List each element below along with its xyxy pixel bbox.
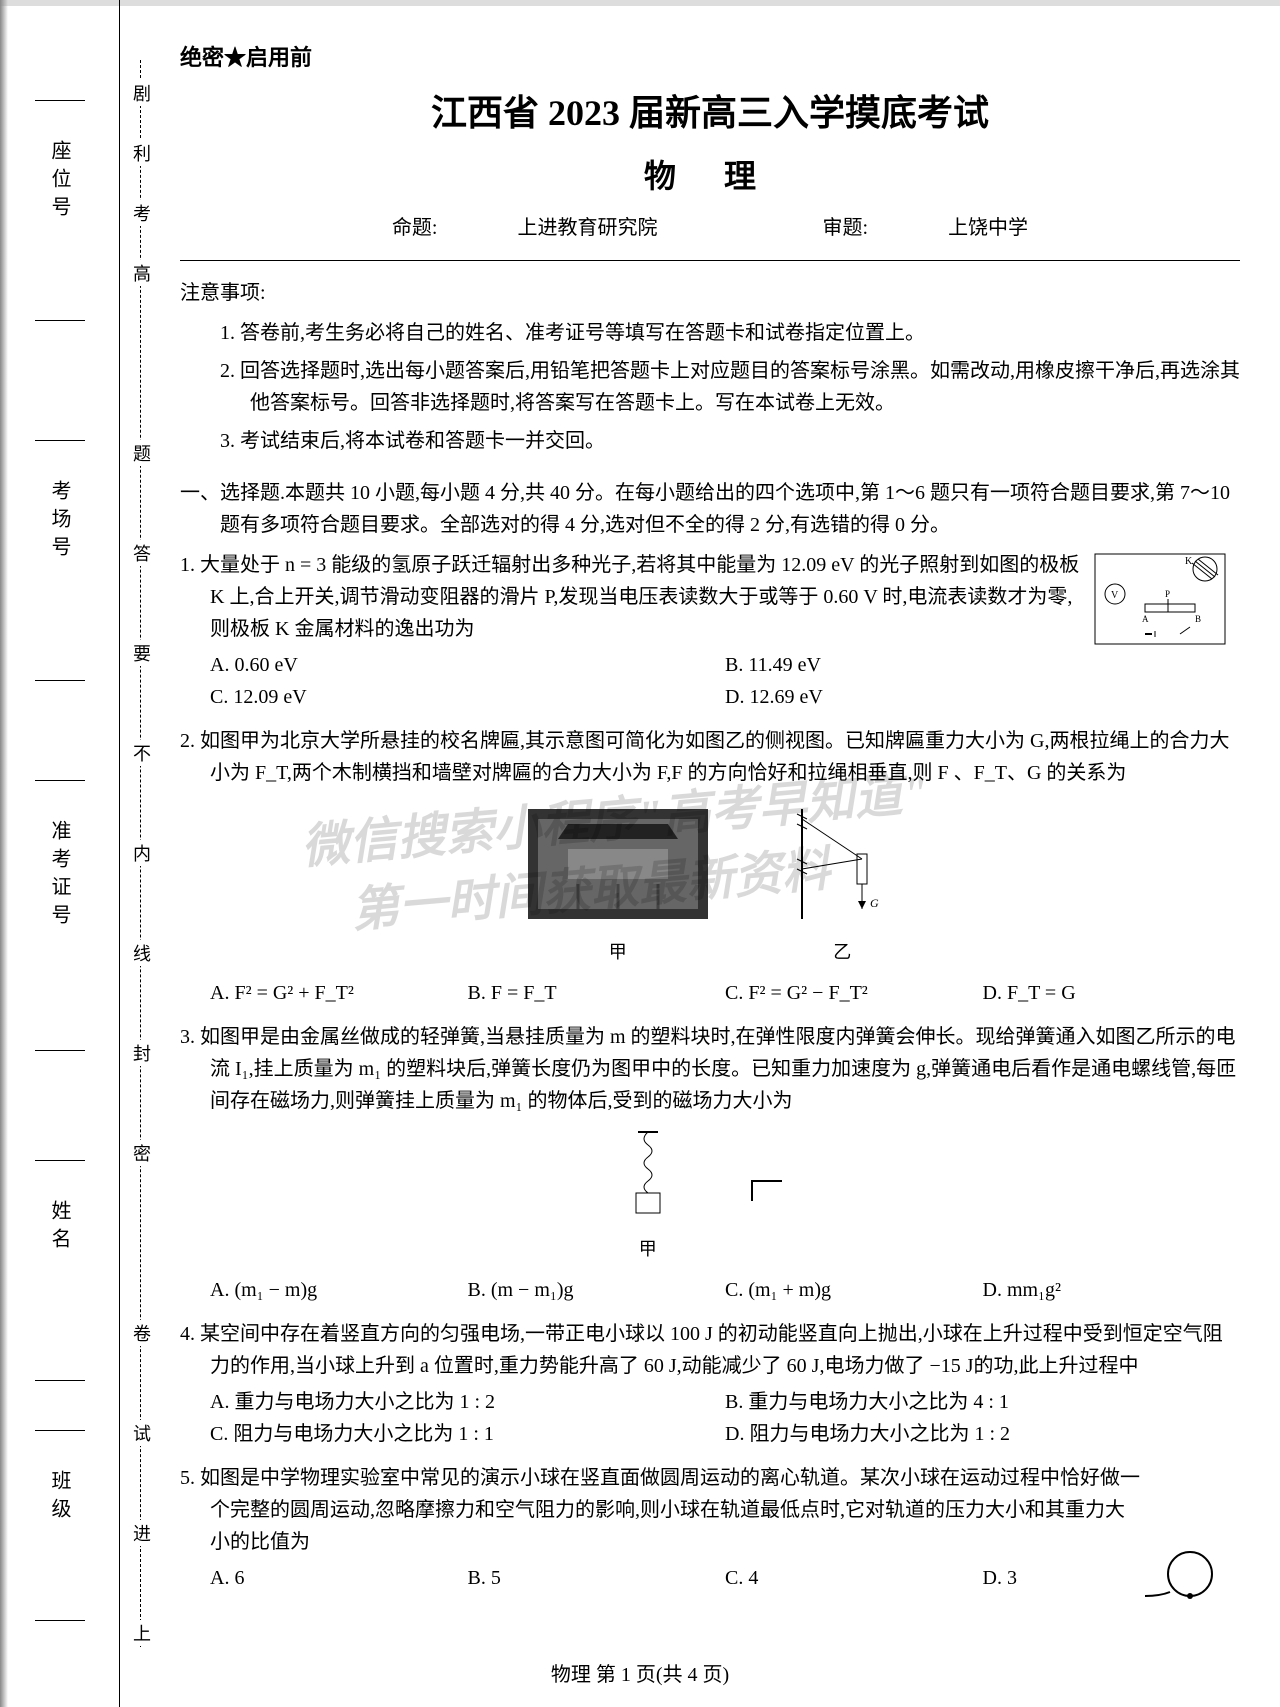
dash-char: 题	[128, 440, 154, 466]
fill-line	[35, 680, 85, 681]
option-a: A. 0.60 eV	[210, 649, 725, 681]
fill-line	[35, 780, 85, 781]
question-1: 1. 大量处于 n = 3 能级的氢原子跃迁辐射出多种光子,若将其中能量为 12…	[180, 549, 1240, 713]
dash-char: 进	[128, 1520, 154, 1546]
dash-char: 内	[128, 840, 154, 866]
page-footer: 物理 第 1 页(共 4 页)	[551, 1658, 729, 1687]
fill-line	[35, 320, 85, 321]
fill-line	[35, 1430, 85, 1431]
option-a: A. F² = G² + F_T²	[210, 977, 468, 1009]
option-b: B. (m − m₁)g	[468, 1274, 726, 1306]
dash-char: 剧	[128, 80, 154, 106]
subject-title: 物 理	[180, 151, 1240, 202]
q1-text: 1. 大量处于 n = 3 能级的氢原子跃迁辐射出多种光子,若将其中能量为 12…	[180, 549, 1240, 645]
section-title: 一、选择题.本题共 10 小题,每小题 4 分,共 40 分。在每小题给出的四个…	[180, 477, 1240, 541]
dash-char: 卷	[128, 1320, 154, 1346]
dash-char: 答	[128, 540, 154, 566]
question-5: 5. 如图是中学物理实验室中常见的演示小球在竖直面做圆周运动的离心轨道。某次小球…	[180, 1462, 1240, 1594]
spring-figure: 甲	[618, 1127, 678, 1265]
option-b: B. 5	[468, 1562, 726, 1594]
option-c: C. 阻力与电场力大小之比为 1 : 1	[210, 1418, 725, 1450]
dash-char: 考	[128, 200, 154, 226]
svg-text:K: K	[1185, 556, 1193, 567]
q1-options: A. 0.60 eV B. 11.49 eV C. 12.09 eV D. 12…	[210, 649, 1240, 713]
id-label: 准考证号	[45, 820, 74, 932]
option-c: C. 4	[725, 1562, 983, 1594]
dash-char: 利	[128, 140, 154, 166]
svg-text:G: G	[870, 896, 879, 910]
option-a: A. 6	[210, 1562, 468, 1594]
option-c: C. 12.09 eV	[210, 681, 725, 713]
option-c: C. (m₁ + m)g	[725, 1274, 983, 1306]
dash-char: 密	[128, 1140, 154, 1166]
notice-item: 3. 考试结束后,将本试卷和答题卡一并交回。	[220, 425, 1240, 457]
fill-line	[35, 100, 85, 101]
option-d: D. 12.69 eV	[725, 681, 1240, 713]
option-b: B. 11.49 eV	[725, 649, 1240, 681]
option-b: B. 重力与电场力大小之比为 4 : 1	[725, 1386, 1240, 1418]
room-label: 考场号	[45, 480, 74, 564]
q3-options: A. (m₁ − m)g B. (m − m₁)g C. (m₁ + m)g D…	[210, 1274, 1240, 1306]
notice-item: 2. 回答选择题时,选出每小题答案后,用铅笔把答题卡上对应题目的答案标号涂黑。如…	[220, 355, 1240, 419]
name-label: 姓名	[45, 1200, 74, 1256]
svg-text:P: P	[1165, 589, 1170, 599]
fill-line	[35, 440, 85, 441]
q4-text: 4. 某空间中存在着竖直方向的匀强电场,一带正电小球以 100 J 的初动能竖直…	[180, 1318, 1240, 1382]
dash-char: 不	[128, 740, 154, 766]
notice-title: 注意事项:	[180, 277, 1240, 309]
info-line: 命题:上进教育研究院 审题:上饶中学	[180, 212, 1240, 244]
fill-line	[35, 1620, 85, 1621]
dash-char: 上	[128, 1620, 154, 1646]
option-a: A. (m₁ − m)g	[210, 1274, 468, 1306]
figure-jia: 甲	[518, 799, 718, 967]
question-3: 3. 如图甲是由金属丝做成的轻弹簧,当悬挂质量为 m 的塑料块时,在弹性限度内弹…	[180, 1021, 1240, 1307]
option-b: B. F = F_T	[468, 977, 726, 1009]
content-area: 绝密★启用前 江西省 2023 届新高三入学摸底考试 物 理 命题:上进教育研究…	[160, 0, 1280, 1707]
q5-text: 5. 如图是中学物理实验室中常见的演示小球在竖直面做圆周运动的离心轨道。某次小球…	[180, 1462, 1240, 1558]
option-d: D. mm₁g²	[983, 1274, 1241, 1306]
q2-text: 2. 如图甲为北京大学所悬挂的校名牌匾,其示意图可简化为如图乙的侧视图。已知牌匾…	[180, 725, 1240, 789]
reviewer: 审题:上饶中学	[783, 217, 1069, 239]
bracket-figure	[742, 1171, 802, 1220]
binding-margin: 座位号 考场号 准考证号 姓名 班级	[0, 0, 120, 1707]
option-a: A. 重力与电场力大小之比为 1 : 2	[210, 1386, 725, 1418]
dash-char: 高	[128, 260, 154, 286]
dash-char: 试	[128, 1420, 154, 1446]
option-d: D. F_T = G	[983, 977, 1241, 1009]
composer: 命题:上进教育研究院	[352, 217, 698, 239]
fill-line	[35, 1160, 85, 1161]
dash-char: 封	[128, 1040, 154, 1066]
svg-text:A: A	[1142, 614, 1149, 624]
question-4: 4. 某空间中存在着竖直方向的匀强电场,一带正电小球以 100 J 的初动能竖直…	[180, 1318, 1240, 1450]
svg-text:B: B	[1195, 614, 1201, 624]
q2-options: A. F² = G² + F_T² B. F = F_T C. F² = G² …	[210, 977, 1240, 1009]
seal-line-column: 剧 利 考 高 题 答 要 不 内 线 封 密 卷 试 进 上	[120, 0, 160, 1707]
q2-figures: 甲 G 乙	[180, 799, 1240, 967]
option-d: D. 阻力与电场力大小之比为 1 : 2	[725, 1418, 1240, 1450]
seat-label: 座位号	[45, 140, 74, 224]
dash-char: 线	[128, 940, 154, 966]
dash-char: 要	[128, 640, 154, 666]
exam-page: 座位号 考场号 准考证号 姓名 班级 剧 利 考 高 题 答 要 不 内 线 封…	[0, 0, 1280, 1707]
loop-track-icon	[1140, 1544, 1220, 1604]
confidential-label: 绝密★启用前	[180, 40, 1240, 75]
svg-text:V: V	[1111, 590, 1119, 601]
question-2: 2. 如图甲为北京大学所悬挂的校名牌匾,其示意图可简化为如图乙的侧视图。已知牌匾…	[180, 725, 1240, 1009]
notice-item: 1. 答卷前,考生务必将自己的姓名、准考证号等填写在答题卡和试卷指定位置上。	[220, 317, 1240, 349]
q4-options: A. 重力与电场力大小之比为 1 : 2 B. 重力与电场力大小之比为 4 : …	[210, 1386, 1240, 1450]
class-label: 班级	[45, 1470, 74, 1526]
fill-line	[35, 1380, 85, 1381]
option-c: C. F² = G² − F_T²	[725, 977, 983, 1009]
q3-text: 3. 如图甲是由金属丝做成的轻弹簧,当悬挂质量为 m 的塑料块时,在弹性限度内弹…	[180, 1021, 1240, 1117]
q5-options: A. 6 B. 5 C. 4 D. 3	[210, 1562, 1240, 1594]
circuit-diagram-icon: K V P A B	[1090, 549, 1230, 649]
divider	[180, 260, 1240, 261]
fill-line	[35, 1050, 85, 1051]
scan-artifact	[0, 0, 1280, 6]
figure-yi: G 乙	[782, 799, 902, 967]
scan-artifact	[0, 0, 8, 1707]
exam-title: 江西省 2023 届新高三入学摸底考试	[180, 85, 1240, 143]
q3-figure: 甲	[180, 1127, 1240, 1265]
